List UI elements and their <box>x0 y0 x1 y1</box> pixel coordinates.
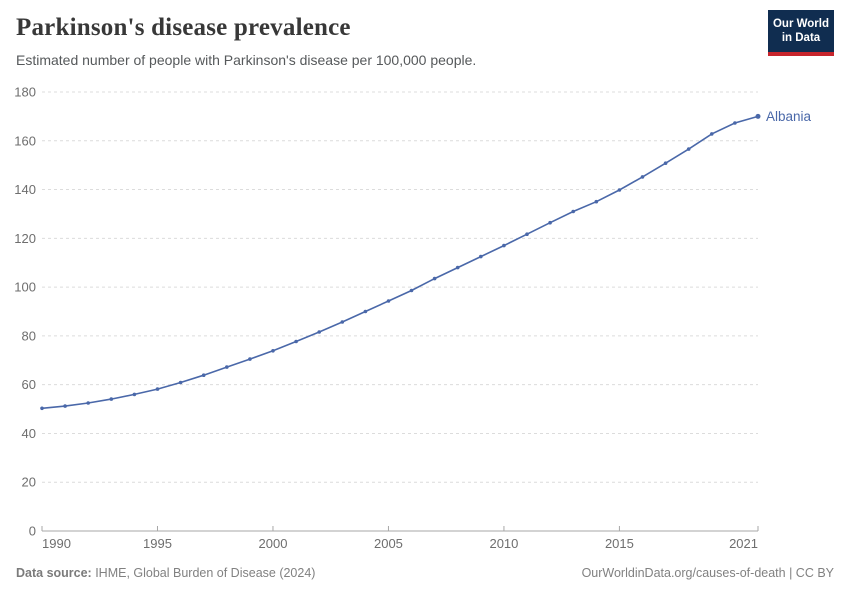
series-line-albania[interactable] <box>41 115 759 410</box>
x-tick-label: 2000 <box>259 536 288 551</box>
data-point <box>271 349 275 353</box>
data-point <box>409 288 414 293</box>
x-tick-label: 1990 <box>42 536 71 551</box>
y-tick-label: 140 <box>14 182 36 197</box>
x-tick-label: 2015 <box>605 536 634 551</box>
owid-logo-box: Our World in Data <box>768 10 834 52</box>
data-point <box>548 220 552 225</box>
data-point <box>617 188 622 192</box>
data-point <box>733 121 737 125</box>
x-tick-label: 2005 <box>374 536 403 551</box>
data-point <box>40 406 44 411</box>
owid-logo[interactable]: Our World in Data <box>768 10 834 56</box>
data-point <box>340 320 345 324</box>
data-point <box>155 387 160 391</box>
y-tick-label: 40 <box>22 426 36 441</box>
owid-logo-line1: Our World <box>772 18 829 30</box>
data-point <box>755 113 761 119</box>
data-point <box>710 132 714 136</box>
data-point <box>432 276 437 281</box>
data-point <box>294 339 298 344</box>
data-point <box>479 254 483 259</box>
owid-logo-stripe <box>768 51 834 56</box>
data-point <box>109 397 114 401</box>
line-chart[interactable]: 0 20 40 60 80 100 120 140 160 180 1990 1995 2000 2005… <box>0 78 850 560</box>
series-label-albania[interactable]: Albania <box>766 109 812 124</box>
data-point <box>86 401 90 405</box>
y-tick-label: 20 <box>22 475 36 490</box>
data-point <box>663 161 668 165</box>
data-point <box>225 365 229 369</box>
x-tick-label: 1995 <box>143 536 172 551</box>
data-source: Data source: IHME, Global Burden of Dise… <box>16 566 315 580</box>
x-tick-label: 2010 <box>489 536 518 551</box>
data-point <box>132 392 137 397</box>
data-point <box>455 265 460 270</box>
data-point <box>686 147 691 151</box>
y-tick-label: 100 <box>14 280 36 295</box>
y-tick-label: 160 <box>14 133 36 148</box>
data-point <box>525 232 529 236</box>
chart-subtitle: Estimated number of people with Parkinso… <box>16 52 477 68</box>
data-point <box>363 309 368 314</box>
data-point <box>201 373 206 378</box>
data-point <box>248 357 252 361</box>
y-tick-label: 180 <box>14 85 36 100</box>
data-point <box>386 299 391 303</box>
data-source-text: IHME, Global Burden of Disease (2024) <box>91 566 316 580</box>
data-point <box>502 243 506 248</box>
y-tick-label: 80 <box>22 328 36 343</box>
data-point <box>317 330 322 334</box>
data-point <box>594 199 599 204</box>
y-tick-label: 120 <box>14 231 36 246</box>
data-point <box>571 209 575 214</box>
y-tick-label: 60 <box>22 377 36 392</box>
chart-footer: Data source: IHME, Global Burden of Dise… <box>0 566 850 580</box>
data-point <box>178 380 183 385</box>
x-tick-label: 2021 <box>729 536 758 551</box>
page-title: Parkinson's disease prevalence <box>16 14 351 41</box>
data-point <box>640 175 645 179</box>
y-tick-label: 0 <box>29 524 36 539</box>
credit-link[interactable]: OurWorldinData.org/causes-of-death | CC … <box>581 566 834 580</box>
owid-logo-line2: in Data <box>781 32 821 45</box>
data-source-label: Data source: <box>16 566 92 580</box>
data-point <box>63 404 67 408</box>
